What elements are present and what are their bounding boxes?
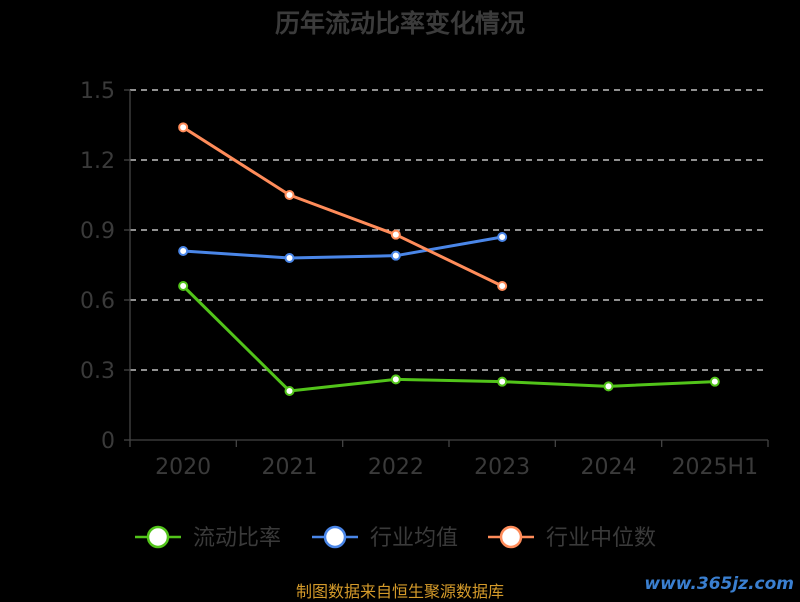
data-point <box>390 250 401 261</box>
legend-label: 行业均值 <box>370 526 458 551</box>
data-point <box>603 381 614 392</box>
y-tick-label: 1.2 <box>80 149 115 174</box>
y-tick-label: 0.6 <box>80 289 115 314</box>
data-point <box>497 232 508 242</box>
legend-marker <box>499 525 523 549</box>
data-point <box>178 122 189 133</box>
data-point <box>497 281 508 291</box>
series-line-1 <box>183 235 503 260</box>
x-tick-label: 2020 <box>155 455 211 480</box>
watermark-logo: www.365jz.com <box>644 574 794 594</box>
y-tick-label: 0.3 <box>80 359 115 384</box>
data-point <box>497 376 508 387</box>
series-line-0 <box>182 284 715 393</box>
data-point <box>284 190 295 200</box>
x-tick-label: 2025H1 <box>672 455 759 480</box>
x-tick-label: 2021 <box>262 455 318 480</box>
legend-marker <box>323 525 347 549</box>
series-line-2 <box>182 126 503 288</box>
x-axis: 2020 2021 2022 2023 2024 2025H1 <box>129 439 769 480</box>
x-tick-label: 2023 <box>474 455 530 480</box>
legend-label: 流动比率 <box>193 526 281 551</box>
legend[interactable]: 流动比率 行业均值 行业中位数 <box>135 525 656 551</box>
x-tick-label: 2022 <box>368 455 424 480</box>
series-layer <box>178 122 720 396</box>
data-point <box>709 376 720 387</box>
data-point <box>178 246 189 256</box>
legend-marker <box>146 525 170 549</box>
data-point <box>284 253 295 263</box>
legend-item-2[interactable]: 行业中位数 <box>488 525 656 551</box>
data-point <box>390 229 401 240</box>
legend-label: 行业中位数 <box>546 526 656 551</box>
chart-title: 历年流动比率变化情况 <box>275 9 525 38</box>
grid-lines <box>130 89 768 371</box>
y-axis: 0 0.3 0.6 0.9 1.2 1.5 <box>80 79 131 454</box>
y-tick-label: 0 <box>101 429 115 454</box>
data-source-note: 制图数据来自恒生聚源数据库 <box>295 582 504 601</box>
legend-item-0[interactable]: 流动比率 <box>135 525 281 551</box>
data-point <box>178 281 189 291</box>
legend-item-1[interactable]: 行业均值 <box>312 525 458 551</box>
data-point <box>284 386 295 396</box>
x-tick-label: 2024 <box>581 455 637 480</box>
y-tick-label: 1.5 <box>80 79 115 104</box>
data-point <box>390 374 401 385</box>
y-tick-label: 0.9 <box>80 219 115 244</box>
